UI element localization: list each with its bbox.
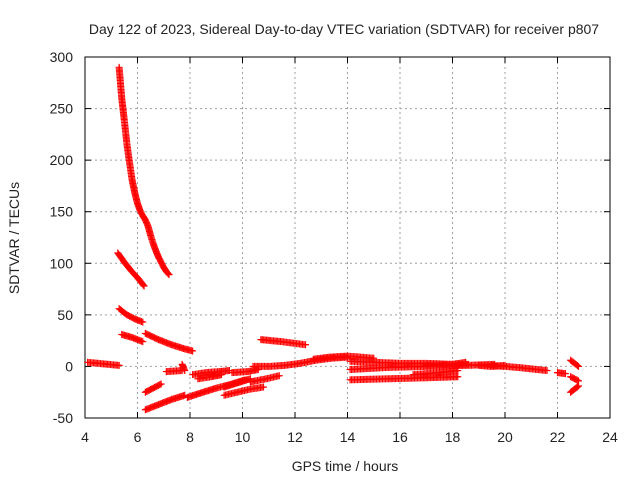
data-point bbox=[543, 367, 551, 375]
series-arc-5 bbox=[118, 330, 147, 346]
data-point bbox=[164, 270, 172, 278]
series-arc-8 bbox=[141, 391, 189, 414]
series-arc-17 bbox=[246, 372, 283, 386]
x-tick-label: 4 bbox=[81, 429, 89, 445]
data-point bbox=[302, 341, 309, 349]
series-arc-31 bbox=[567, 373, 582, 385]
data-point bbox=[139, 318, 147, 326]
data-point bbox=[573, 362, 581, 370]
series-arc-25 bbox=[409, 367, 462, 379]
data-point bbox=[454, 367, 462, 375]
x-tick-label: 18 bbox=[445, 429, 461, 445]
y-axis-label: SDTVAR / TECUs bbox=[6, 182, 22, 294]
x-tick-label: 20 bbox=[497, 429, 513, 445]
x-tick-label: 14 bbox=[340, 429, 356, 445]
y-tick-label: 300 bbox=[50, 49, 74, 65]
y-tick-label: 250 bbox=[50, 101, 74, 117]
series-arc-2 bbox=[115, 63, 173, 279]
series-arc-6 bbox=[141, 329, 197, 355]
series-arc-24 bbox=[346, 373, 462, 384]
series-arc-14 bbox=[220, 383, 267, 399]
data-points bbox=[84, 63, 582, 414]
data-point bbox=[157, 380, 165, 388]
data-point bbox=[454, 373, 462, 381]
data-point bbox=[260, 383, 267, 391]
data-point bbox=[189, 347, 197, 355]
x-tick-label: 24 bbox=[602, 429, 618, 445]
series-arc-13 bbox=[194, 371, 225, 383]
data-point bbox=[575, 362, 582, 370]
x-tick-label: 22 bbox=[550, 429, 566, 445]
data-point bbox=[218, 371, 225, 379]
data-point bbox=[573, 383, 581, 391]
data-point bbox=[573, 376, 581, 384]
series-arc-28 bbox=[488, 361, 551, 375]
x-tick-label: 12 bbox=[287, 429, 303, 445]
series-arc-12 bbox=[189, 367, 233, 379]
series-arc-19 bbox=[257, 336, 309, 349]
x-tick-label: 6 bbox=[134, 429, 142, 445]
y-tick-label: 200 bbox=[50, 152, 74, 168]
chart-title: Day 122 of 2023, Sidereal Day-to-day VTE… bbox=[89, 21, 599, 37]
x-tick-label: 8 bbox=[186, 429, 194, 445]
data-point bbox=[115, 361, 123, 369]
y-tick-label: 50 bbox=[57, 307, 73, 323]
series-arc-32 bbox=[567, 382, 582, 396]
data-point bbox=[139, 281, 147, 289]
series-arc-26 bbox=[422, 358, 470, 369]
series-arc-10 bbox=[178, 360, 189, 375]
data-point bbox=[462, 358, 470, 366]
y-tick-label: -50 bbox=[53, 410, 73, 426]
data-point bbox=[165, 271, 173, 279]
series-arc-7 bbox=[141, 380, 165, 396]
series-arc-3 bbox=[114, 249, 148, 290]
axis-ticks: 4 6 8 10 12 14 16 18 20 22 24 -50 0 50 100 150 200 250 300 bbox=[50, 49, 618, 445]
x-axis-label: GPS time / hours bbox=[292, 458, 399, 474]
y-tick-label: 0 bbox=[65, 358, 73, 374]
series-arc-9 bbox=[162, 367, 186, 376]
data-point bbox=[139, 338, 147, 346]
x-tick-label: 10 bbox=[235, 429, 251, 445]
data-point bbox=[181, 367, 189, 375]
x-tick-label: 16 bbox=[392, 429, 408, 445]
grid bbox=[85, 57, 610, 418]
data-point bbox=[561, 370, 569, 378]
data-point bbox=[140, 282, 148, 290]
series-arc-30 bbox=[567, 356, 582, 370]
series-arc-4 bbox=[115, 305, 147, 326]
y-tick-label: 100 bbox=[50, 255, 74, 271]
series-arc-1 bbox=[84, 358, 123, 369]
series-arc-29 bbox=[554, 369, 569, 378]
data-point bbox=[575, 382, 582, 390]
data-point bbox=[275, 372, 283, 380]
y-tick-label: 150 bbox=[50, 204, 74, 220]
data-point bbox=[156, 381, 164, 389]
